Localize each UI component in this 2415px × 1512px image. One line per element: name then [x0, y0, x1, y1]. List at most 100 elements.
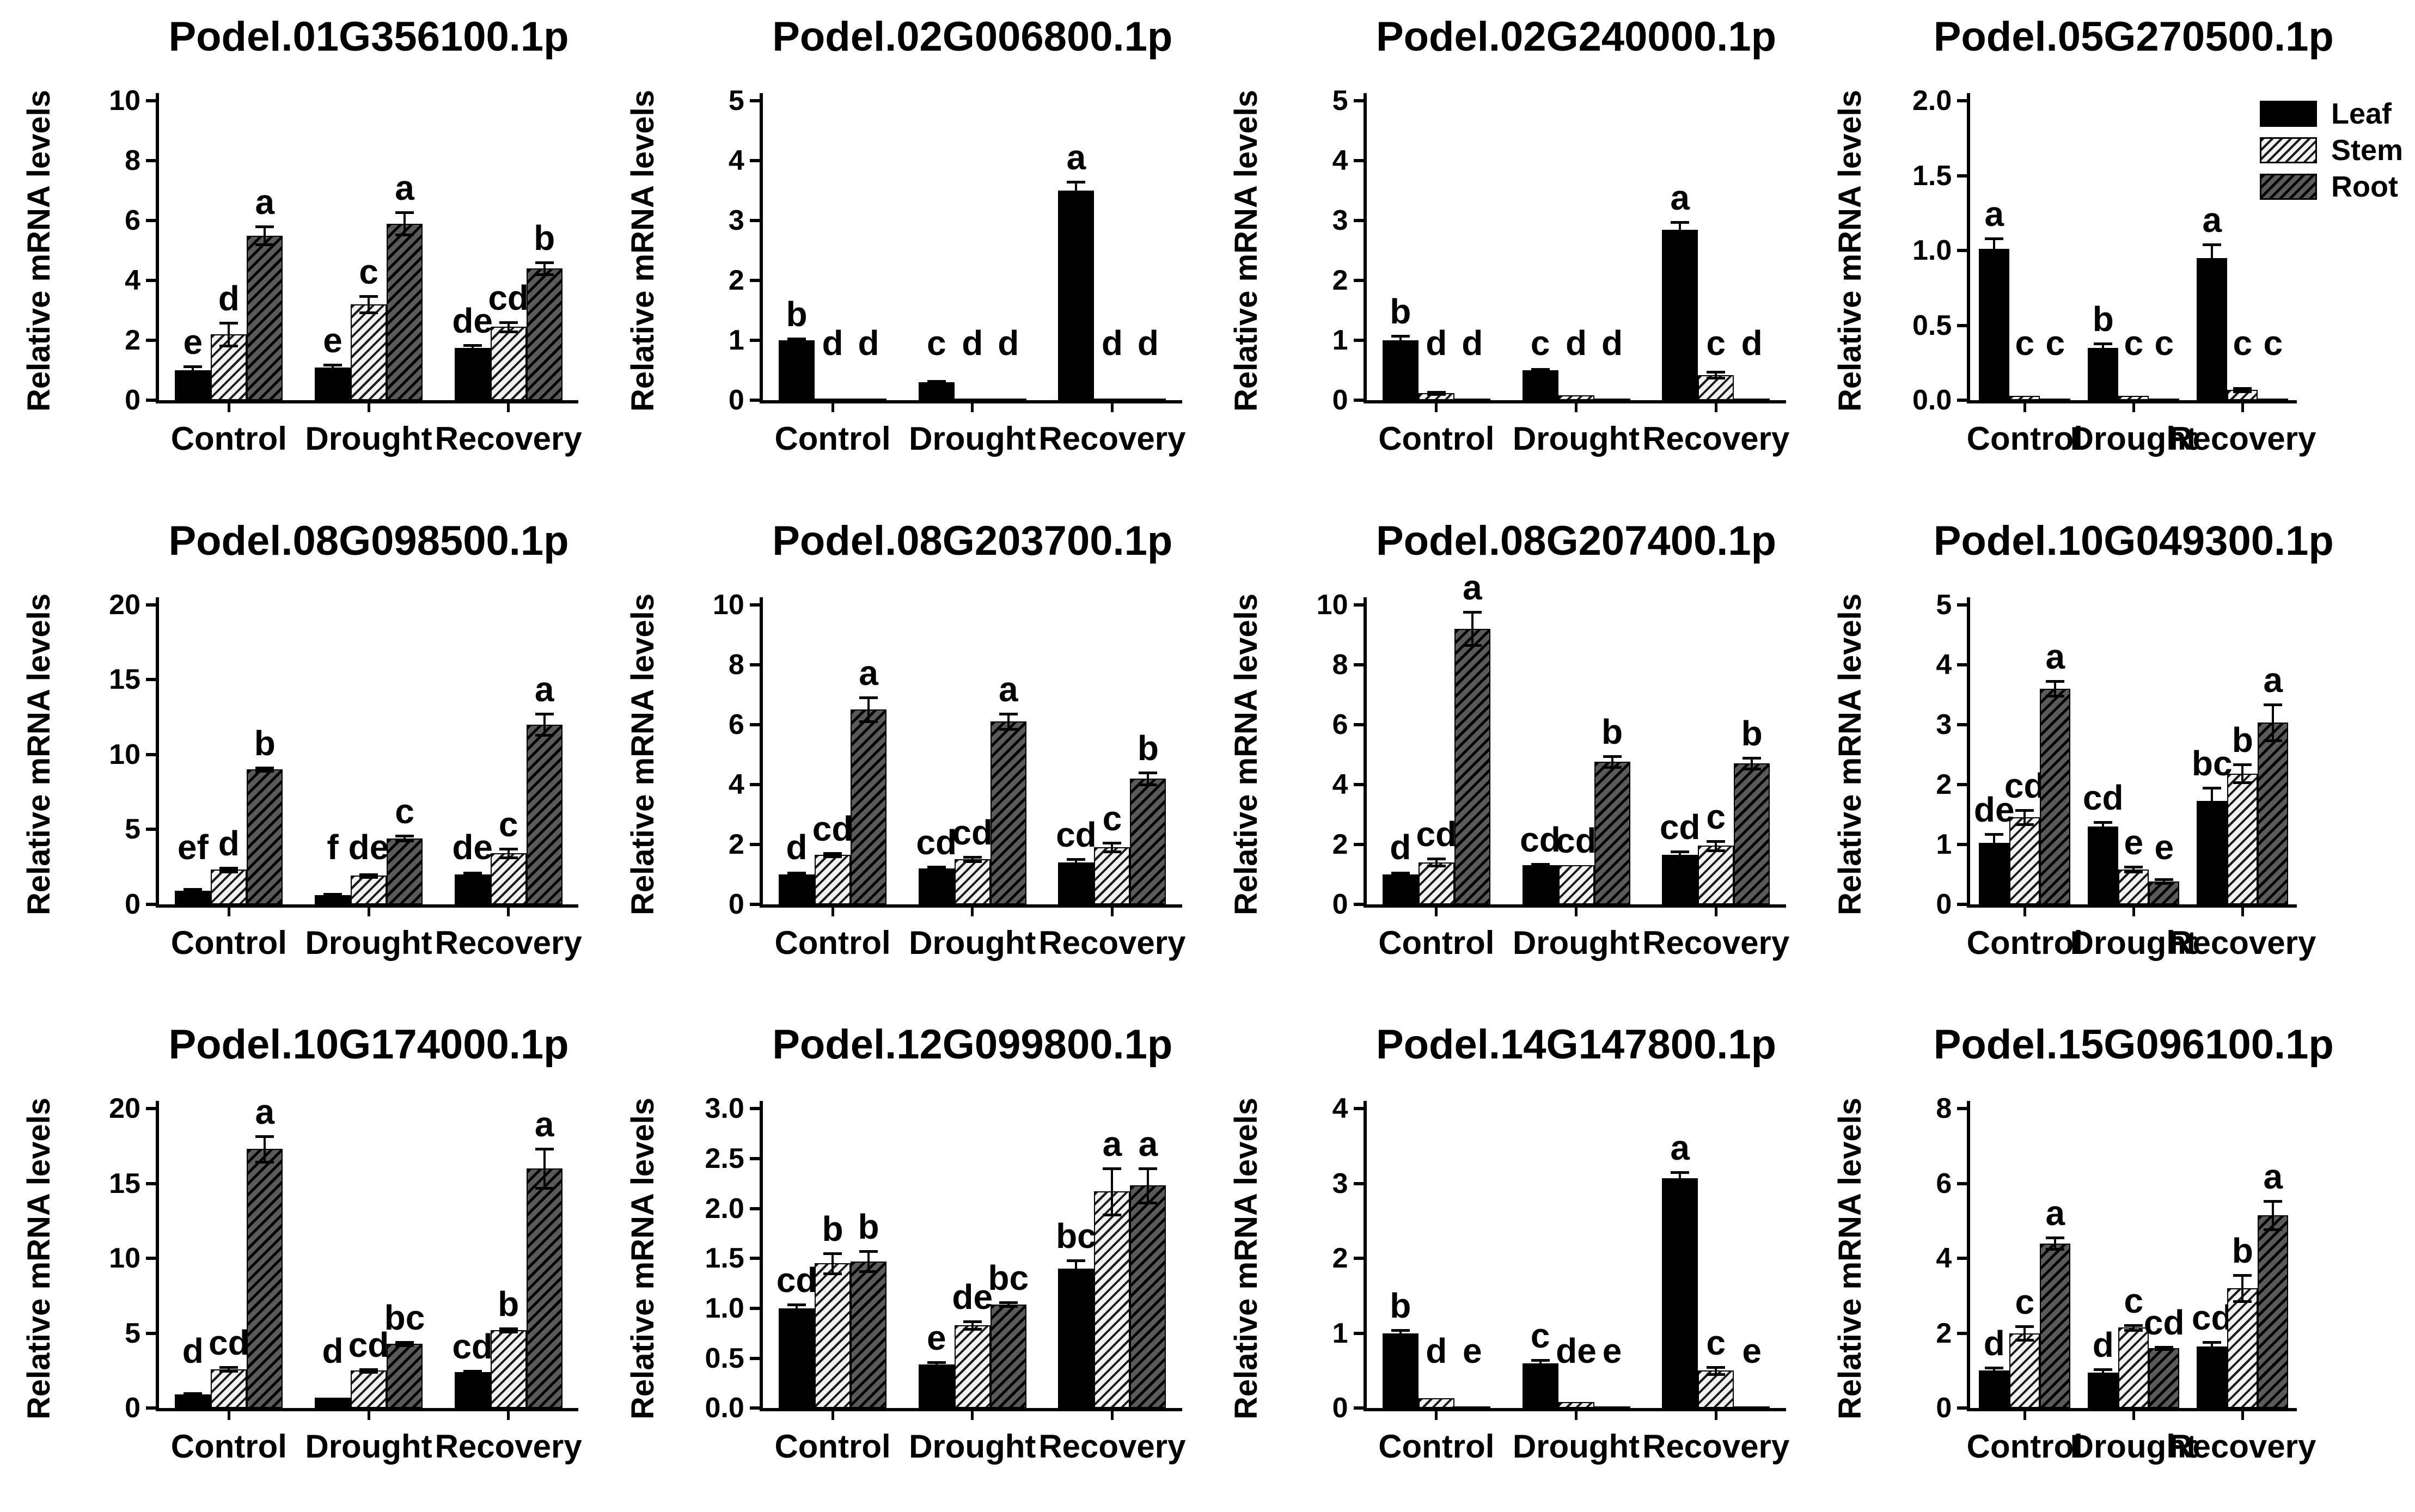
x-category-label: Recovery	[2169, 420, 2316, 457]
y-tick-mark	[1353, 842, 1364, 846]
x-category-label: Drought	[909, 420, 1036, 457]
sig-letter: d	[998, 323, 1019, 363]
error-bar-cap	[323, 364, 342, 367]
bar-stem-recovery	[1094, 1191, 1130, 1409]
x-category-label: Control	[774, 924, 891, 961]
error-bar-line	[1075, 859, 1078, 866]
sig-letter: cd	[2082, 778, 2124, 817]
y-tick-label: 15	[109, 1167, 140, 1199]
error-bar-cap	[1671, 221, 1690, 224]
error-bar-line	[867, 697, 870, 722]
sig-letter: a	[2263, 1157, 2283, 1196]
bar-root-recovery	[2258, 1215, 2289, 1409]
bar-root-drought	[387, 223, 423, 400]
error-bar-cap	[219, 344, 239, 347]
y-tick-mark	[1957, 723, 1967, 726]
x-category-label: Recovery	[435, 924, 582, 961]
bar-root-recovery	[1734, 1406, 1770, 1409]
x-tick-mark	[1575, 1411, 1578, 1421]
sig-letter: b	[1601, 712, 1623, 752]
sig-letter: c	[1530, 1316, 1550, 1356]
y-tick-mark	[146, 603, 156, 607]
y-tick-label: 6	[1936, 1167, 1952, 1199]
y-axis-line	[759, 1101, 763, 1412]
bar-leaf-control	[779, 1308, 815, 1409]
bar-root-control	[851, 399, 887, 401]
y-tick-label: 1.0	[1912, 235, 1952, 266]
y-tick-mark	[1957, 249, 1967, 252]
error-bar-cap	[1743, 757, 1762, 760]
bar-root-control	[851, 1261, 887, 1409]
x-category-label: Drought	[305, 420, 432, 457]
error-bar-cap	[2046, 694, 2065, 697]
error-bar-cap	[2094, 1374, 2113, 1378]
error-bar-line	[2241, 1275, 2244, 1302]
error-bar-line	[1399, 336, 1402, 345]
y-tick-mark	[146, 279, 156, 282]
bar-leaf-drought	[918, 1364, 955, 1409]
error-bar-cap	[2124, 871, 2143, 874]
x-category-label: Control	[170, 924, 287, 961]
y-tick-mark	[1957, 842, 1967, 846]
panel-title: Podel.08G207400.1p	[1375, 517, 1777, 564]
bar-leaf-control	[1382, 1333, 1419, 1409]
y-tick-label: 0	[1332, 384, 1348, 416]
y-axis-line	[156, 597, 159, 908]
y-tick-label: 3	[1936, 708, 1952, 740]
sig-letter: a	[534, 1105, 554, 1144]
x-tick-mark	[1575, 403, 1578, 412]
bar-leaf-recovery	[2197, 258, 2228, 400]
sig-letter: e	[1463, 1331, 1482, 1371]
bar-stem-drought	[2118, 1327, 2149, 1409]
x-category-label: Drought	[2070, 1428, 2197, 1465]
sig-letter: d	[1983, 1323, 2005, 1363]
x-category-label: Recovery	[435, 420, 582, 457]
error-bar-cap	[2155, 1348, 2174, 1351]
x-category-label: Drought	[1512, 1428, 1640, 1465]
error-bar-cap	[359, 1370, 378, 1374]
error-bar-cap	[1531, 370, 1550, 374]
y-axis-line	[1967, 93, 1971, 403]
x-category-label: Control	[170, 1428, 287, 1465]
error-bar-cap	[499, 856, 518, 860]
error-bar-line	[1399, 1330, 1402, 1337]
bar-root-control	[1454, 628, 1490, 904]
error-bar-line	[832, 1253, 834, 1274]
error-bar-cap	[2155, 878, 2174, 882]
x-tick-mark	[2241, 1411, 2244, 1421]
bar-leaf-recovery	[454, 874, 491, 904]
y-tick-label: 0	[728, 888, 744, 920]
y-tick-mark	[146, 828, 156, 831]
x-axis-line	[1363, 1408, 1786, 1412]
error-bar-line	[2272, 705, 2275, 741]
sig-letter: c	[2015, 1282, 2035, 1322]
error-bar-cap	[1531, 1365, 1550, 1368]
bar-root-recovery	[1130, 399, 1166, 401]
error-bar-cap	[823, 855, 842, 858]
error-bar-cap	[2233, 781, 2252, 785]
error-bar-cap	[2264, 1228, 2283, 1232]
error-bar-cap	[395, 835, 414, 838]
error-bar-cap	[1985, 258, 2004, 261]
sig-letter: b	[858, 1207, 879, 1247]
y-tick-label: 10	[712, 589, 744, 621]
sig-letter: d	[322, 1331, 344, 1371]
error-bar-cap	[1985, 1372, 2004, 1375]
legend-swatch-stem-icon	[2260, 137, 2317, 163]
y-tick-label: 0	[728, 384, 744, 416]
error-bar-cap	[359, 1368, 378, 1372]
y-tick-label: 3	[1332, 205, 1348, 236]
panel-Podel.15G096100.1p: Podel.15G096100.1p Relative mRNA levels 0 2…	[1811, 1008, 2415, 1512]
error-bar-cap	[1427, 857, 1446, 860]
x-tick-mark	[971, 403, 974, 412]
error-bar-cap	[1103, 1213, 1122, 1216]
x-tick-mark	[971, 907, 974, 916]
error-bar-cap	[1671, 1183, 1690, 1186]
y-tick-label: 4	[1936, 1242, 1952, 1275]
error-bar-line	[1679, 222, 1682, 237]
x-category-label: Drought	[1512, 924, 1640, 961]
bar-stem-control	[211, 1369, 247, 1409]
error-bar-cap	[963, 1328, 982, 1331]
sig-letter: d	[1565, 323, 1587, 363]
panel-Podel.08G203700.1p: Podel.08G203700.1p Relative mRNA levels 0 2…	[604, 504, 1208, 1008]
